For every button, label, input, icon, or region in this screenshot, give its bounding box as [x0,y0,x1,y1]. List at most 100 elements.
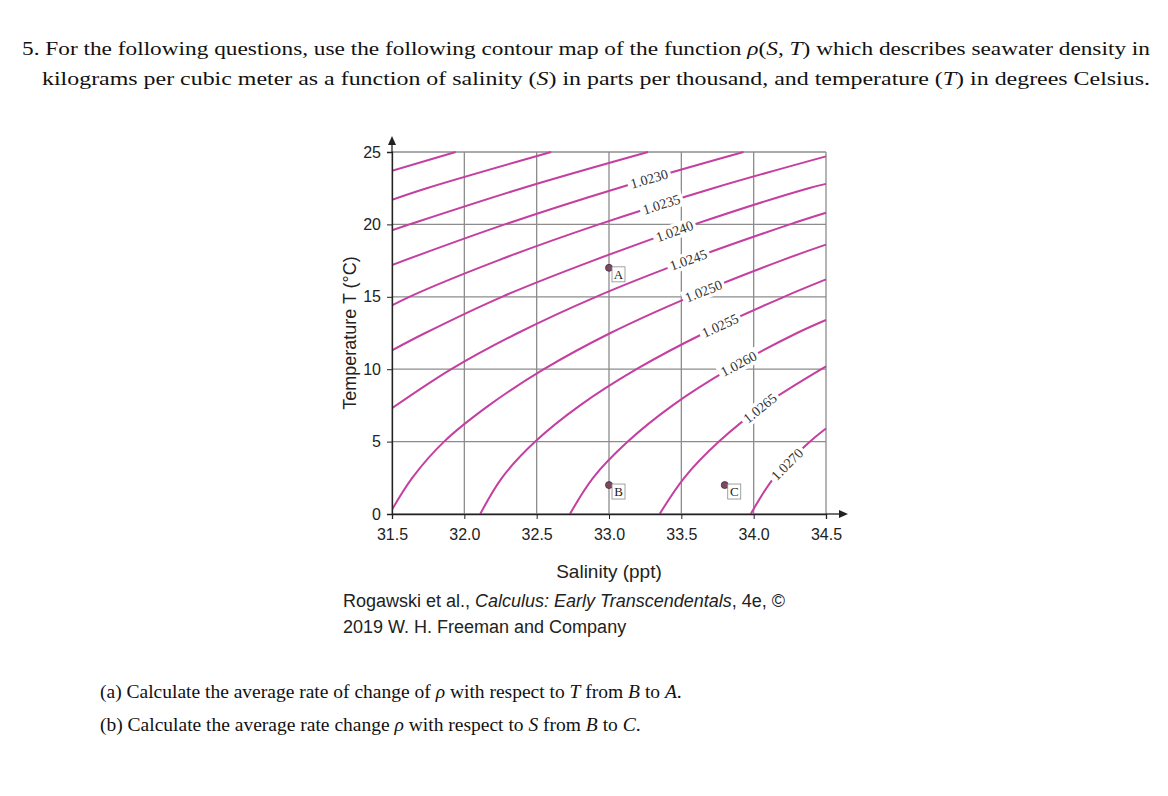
contour-label-text: 1.0230 [629,167,670,192]
contour-label: 1.0255 [697,309,744,342]
contour-line [392,152,744,265]
y-tick: 5 [372,433,392,450]
text-run: , [778,38,790,59]
y-grid-line [392,441,826,442]
credit-part: 2019 W. H. Freeman and Company [343,617,626,637]
y-tick: 0 [372,506,392,523]
contour-label-box [766,443,809,486]
point-label: A [612,267,625,282]
point-label-text: C [730,484,739,499]
contour-label-text: 1.0260 [718,348,759,379]
math-symbol: B [628,681,640,702]
contour-line [392,152,456,171]
x-tick-label: 32.5 [522,526,553,543]
y-tick: 25 [363,144,392,161]
text-run: with respect to [445,681,570,702]
credit-part: Calculus: Early Transcendentals [475,591,732,611]
contour-label-box [651,216,698,246]
text-run: with respect to [404,714,529,735]
contour-line [392,184,826,351]
y-grid-line [392,296,826,297]
contour-label-box [680,276,727,307]
y-tick-mark [387,297,392,298]
x-tick-mark [537,514,538,519]
text-run: kilograms per cubic meter as a function … [42,68,537,90]
x-tick-mark [609,514,610,519]
contour-label-text: 1.0235 [641,192,682,218]
problem-intro-line: 5. For the following questions, use the … [22,38,1150,60]
x-axis-line [393,515,827,520]
point-label-text: B [614,484,623,499]
x-tick-mark [681,514,682,519]
y-tick: 15 [363,288,392,305]
point-label-box [612,267,625,282]
y-tick-label: 15 [363,288,381,305]
contour-label-box [738,388,783,428]
problem-intro-line: kilograms per cubic meter as a function … [42,68,1150,90]
x-tick: 34.0 [739,514,770,543]
axis-arrows [388,136,848,518]
y-tick-mark [387,369,392,370]
math-symbol: S [537,68,549,89]
contour-line [392,156,826,305]
math-symbol: A [663,681,677,702]
x-grid-line [753,152,754,514]
contour-line [392,152,551,200]
math-symbol: ρ [435,681,445,702]
math-symbol: S [766,38,778,59]
grid [392,152,826,514]
x-grid-line [536,152,537,514]
contour-lines [392,152,826,514]
text-run: from [580,681,628,702]
contour-label-text: 1.0270 [768,445,806,483]
x-tick-label: 32.0 [449,526,480,543]
contour-label-box [626,165,673,193]
y-tick-label: 25 [363,144,381,161]
x-tick: 33.0 [594,514,625,543]
point-labels: A B C [612,267,741,499]
y-tick-mark [387,224,392,225]
point-label-box [612,484,625,499]
contour-label: 1.0240 [651,216,698,246]
axis-arrow [839,510,848,518]
contour-line [480,279,826,514]
contour-label-box [715,347,762,382]
contour-label-text: 1.0245 [668,247,709,274]
math-symbol: ρ [394,714,404,735]
y-grid-line [392,369,826,370]
axis-arrow [388,136,396,145]
text-run: from [538,714,586,735]
x-tick-mark [754,514,755,519]
y-tick-label: 20 [363,216,381,233]
contour-label-text: 1.0255 [700,311,741,341]
contour-label-box [697,309,744,342]
x-axis: 31.532.032.533.033.534.034.5 [377,514,842,543]
y-axis-line [387,153,393,515]
text-run: . [677,681,682,702]
contour-label-box [638,190,685,219]
x-tick-mark [826,514,827,519]
x-tick-mark [464,514,465,519]
text-run: to [640,681,665,702]
math-symbol: C [623,714,637,735]
contour-label-text: 1.0240 [654,218,695,245]
credit-line: 2019 W. H. Freeman and Company [343,617,626,637]
contour-label: 1.0250 [680,276,727,307]
contour-label-box [665,245,712,275]
page: 5. For the following questions, use the … [0,0,1168,796]
text-run: ) in parts per thousand, and temperature… [549,68,943,90]
contour-label-text: 1.0250 [683,277,724,305]
y-grid-line [392,151,826,152]
math-symbol: ρ [746,38,758,59]
x-tick: 32.0 [449,514,480,543]
contour-label: 1.0270 [766,443,809,486]
contour-labels: 1.02301.02351.02401.0245 1.0250 1.0255 1.02… [626,165,809,486]
y-tick-mark [387,442,392,443]
x-tick: 33.5 [666,514,697,543]
text-run: ) in degrees Celsius. [956,68,1150,90]
x-tick-label: 33.0 [594,526,625,543]
credit-part: Rogawski et al., [343,591,475,611]
math-symbol: B [586,714,598,735]
text-run: (b) Calculate the average rate change [100,714,395,736]
contour-line [570,320,826,514]
